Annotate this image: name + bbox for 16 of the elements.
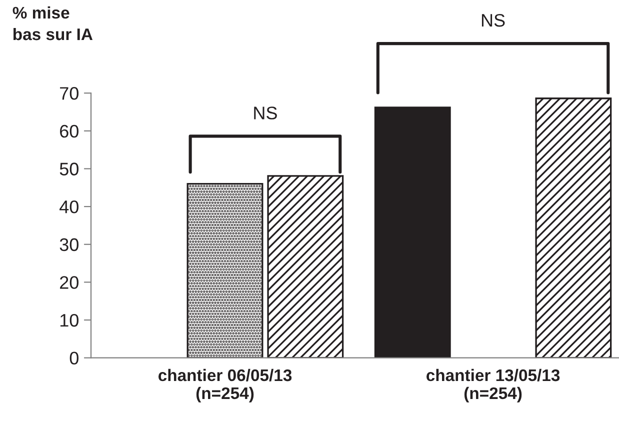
x-tick-label: chantier 13/05/13 (n=254) bbox=[426, 368, 560, 402]
bar bbox=[374, 106, 451, 358]
y-tick-label: 20 bbox=[60, 276, 78, 289]
bar bbox=[535, 98, 612, 358]
y-axis-title: % mise bas sur IA bbox=[12, 6, 93, 40]
y-tick-label: 60 bbox=[60, 124, 78, 138]
y-tick-label: 40 bbox=[60, 200, 78, 214]
text: NS bbox=[482, 14, 505, 27]
bar bbox=[186, 183, 264, 358]
y-tick-label: 10 bbox=[60, 314, 78, 327]
y-tick-label: 30 bbox=[60, 238, 78, 252]
y-tick-label: 50 bbox=[60, 162, 78, 176]
annotation: NS bbox=[254, 106, 277, 120]
y-tick-label: 0 bbox=[70, 352, 78, 365]
y-tick-label: 70 bbox=[60, 87, 78, 100]
x-tick-label: chantier 06/05/13 (n=254) bbox=[158, 368, 292, 402]
